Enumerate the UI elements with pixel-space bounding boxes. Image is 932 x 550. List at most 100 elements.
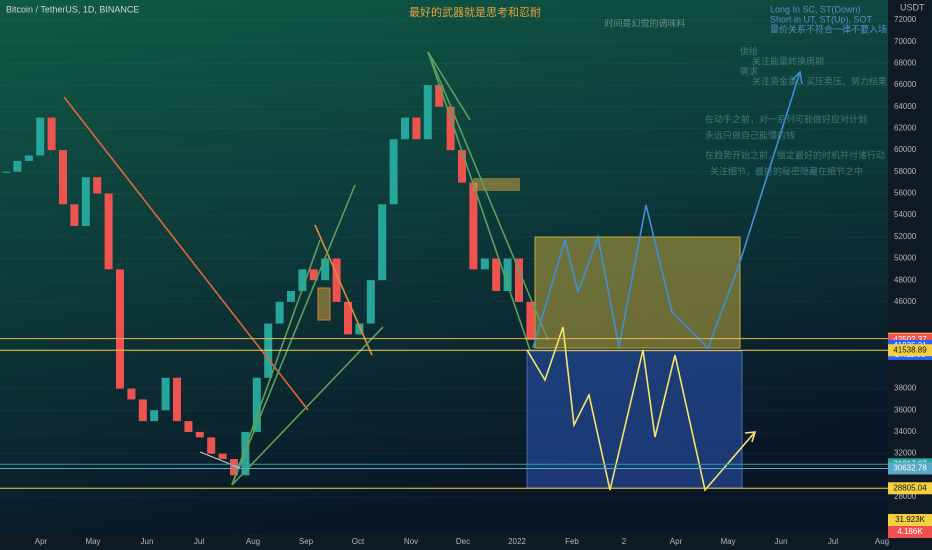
note: 在动手之前，对一系列可能做好应对计划: [705, 113, 867, 124]
candle: [435, 85, 444, 107]
candle: [93, 177, 102, 194]
candle: [412, 117, 421, 140]
price-tick-label: 38000: [894, 384, 917, 393]
time-label: Apr: [670, 537, 683, 546]
candle: [230, 459, 238, 476]
price-tick-label: 36000: [894, 405, 917, 414]
candle: [275, 301, 284, 324]
candle: [446, 106, 455, 151]
candle: [355, 323, 364, 335]
price-tick-label: 34000: [894, 427, 917, 436]
price-tag-label: 30632.78: [893, 464, 927, 473]
candle: [469, 182, 478, 270]
time-label: Aug: [246, 537, 260, 546]
time-label: May: [720, 537, 735, 546]
candle: [173, 377, 181, 422]
time-label: Aug: [875, 537, 889, 546]
time-label: Dec: [456, 537, 470, 546]
price-tick-label: 48000: [894, 275, 917, 284]
price-tick-label: 32000: [894, 449, 917, 458]
candle: [298, 269, 307, 292]
candle: [526, 301, 535, 340]
price-tick-label: 68000: [894, 58, 917, 67]
time-label: Oct: [352, 537, 365, 546]
trend-line: [231, 326, 384, 486]
time-label: May: [85, 537, 100, 546]
note: 关注资金量、买压卖压、努力结果: [752, 75, 887, 86]
rule: 量价关系不符合一律不要入场: [770, 23, 887, 34]
candle: [184, 421, 193, 432]
candle: [401, 117, 409, 140]
time-label: Jun: [775, 537, 788, 546]
price-tick-label: 70000: [894, 37, 917, 46]
projection-path: [526, 326, 756, 492]
time-label: Sep: [299, 537, 314, 546]
drawings: [63, 51, 803, 492]
price-tick-label: 66000: [894, 80, 917, 89]
candle: [127, 388, 136, 400]
price-tag-label: 41538.89: [893, 345, 927, 354]
candle: [389, 139, 398, 205]
candle: [116, 269, 124, 389]
candle: [104, 193, 113, 270]
volume-tag-label: 31.923K: [895, 515, 925, 524]
candle: [150, 410, 159, 422]
note: 永远只做自己能懂的钱: [705, 129, 795, 140]
candle: [138, 399, 147, 422]
price-tag: [888, 344, 932, 357]
price-unit: USDT: [900, 2, 925, 12]
price-tag: [888, 462, 932, 475]
trend-line: [427, 51, 471, 121]
time-axis-panel: [0, 534, 888, 550]
candle: [366, 280, 375, 324]
time-label: Apr: [35, 537, 48, 546]
time-label: Feb: [565, 537, 579, 546]
candle: [458, 150, 466, 183]
small-box: [473, 178, 520, 191]
candle: [195, 431, 204, 438]
candle: [47, 117, 56, 151]
candle: [207, 437, 216, 454]
candle: [344, 301, 352, 335]
candle: [287, 291, 295, 302]
trend-line: [427, 51, 549, 341]
candle: [36, 117, 45, 156]
arrow-head: [791, 70, 803, 85]
faint-note: 时间是幻觉的调味料: [604, 17, 685, 28]
candle: [81, 177, 90, 226]
candle: [252, 377, 261, 432]
trend-line: [427, 51, 531, 351]
candle: [332, 258, 341, 302]
volume-tag: [888, 526, 932, 538]
price-tag-label: 42502.37: [893, 335, 927, 344]
volume-tag-label: 4.186K: [897, 527, 923, 536]
price-tick-label: 56000: [894, 189, 917, 198]
trend-line: [314, 224, 373, 356]
candle: [503, 258, 512, 292]
price-tag: [888, 482, 932, 495]
candle: [161, 377, 170, 411]
price-tick-label: 46000: [894, 297, 917, 306]
trend-line: [231, 184, 356, 486]
candle: [13, 160, 22, 172]
candle: [309, 269, 318, 281]
time-label: Nov: [404, 537, 418, 546]
candle: [492, 258, 501, 292]
volume-tag: [888, 514, 932, 526]
candle: [24, 155, 33, 161]
candle: [480, 258, 489, 270]
candle: [378, 204, 387, 281]
candle: [2, 171, 10, 173]
trend-line: [199, 451, 241, 469]
rule: Long In SC, ST(Down): [770, 4, 861, 14]
candle: [321, 258, 330, 281]
candle: [70, 204, 79, 226]
trend-line: [231, 239, 321, 486]
time-label: Jun: [141, 537, 154, 546]
price-tag-label: 28805.04: [893, 483, 927, 492]
candle: [515, 258, 523, 302]
note: 供给: [740, 45, 758, 56]
note: 关注能量转换周期: [752, 55, 824, 66]
price-tick-label: 62000: [894, 124, 917, 133]
